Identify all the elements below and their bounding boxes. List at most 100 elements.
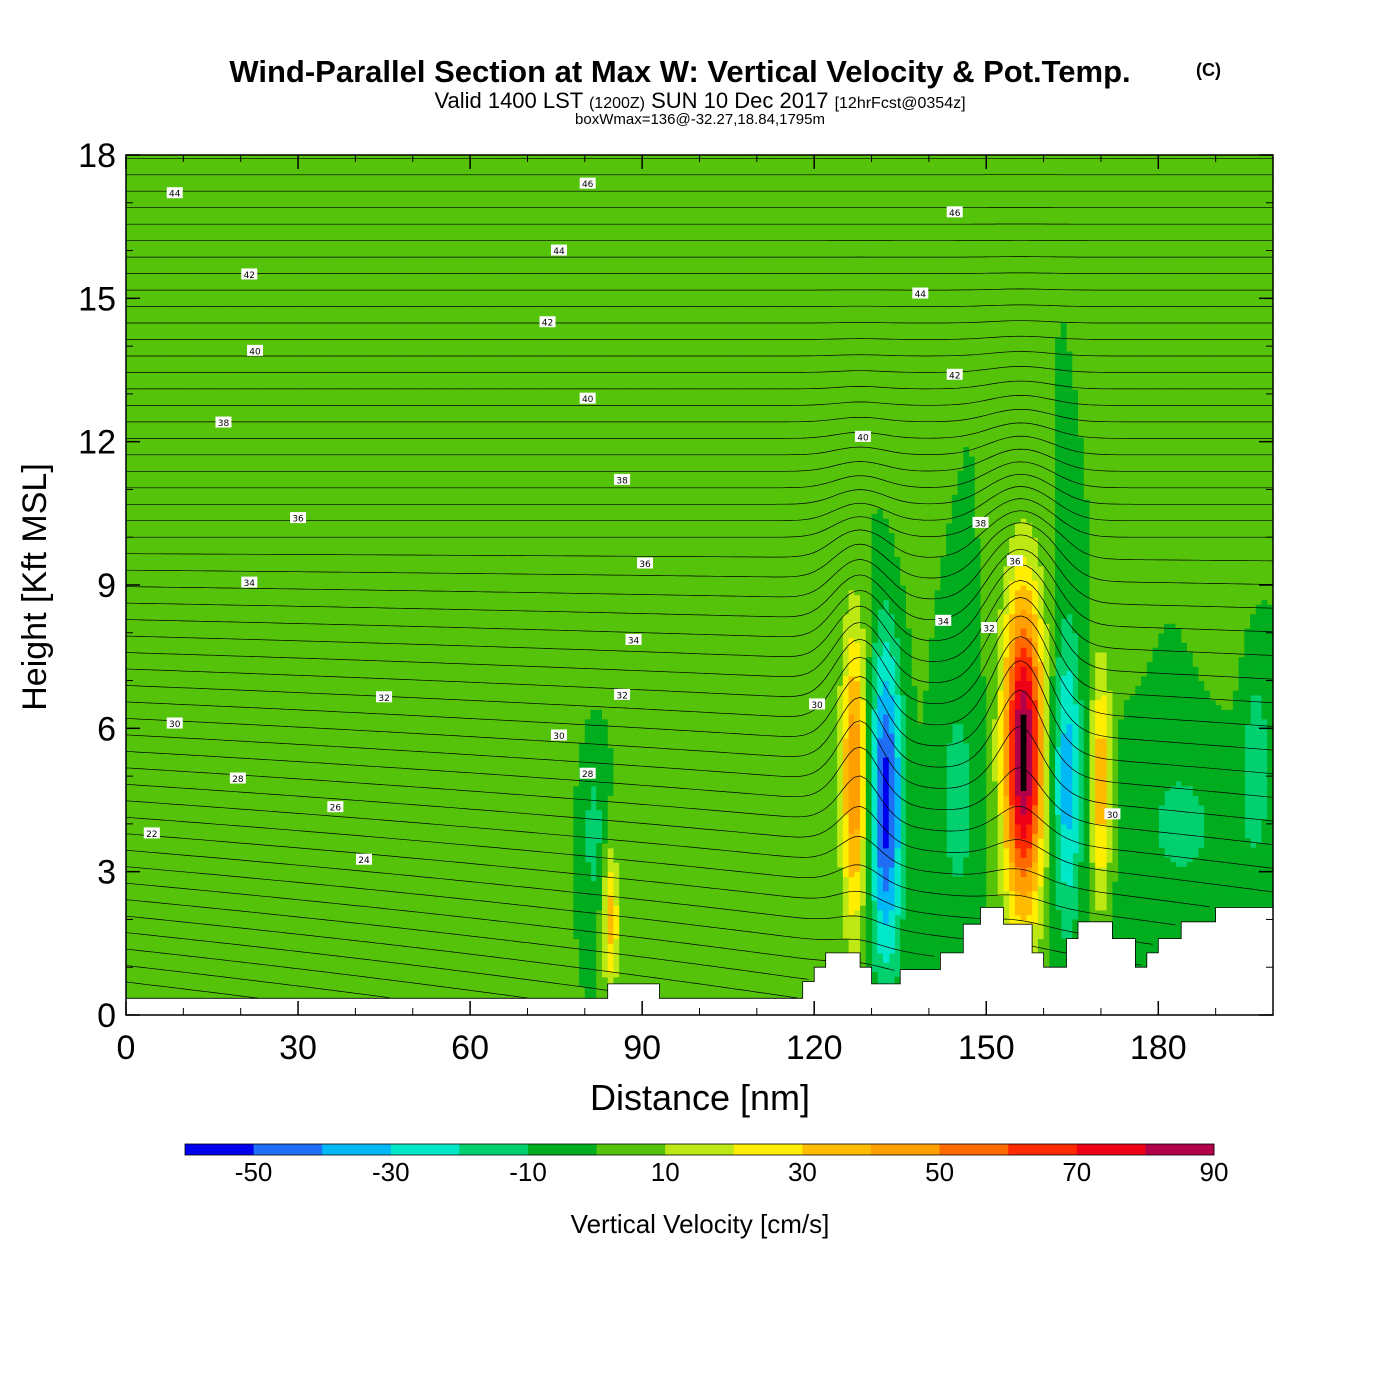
velocity-cell — [218, 547, 224, 552]
velocity-cell — [143, 986, 149, 991]
velocity-cell — [252, 509, 258, 514]
velocity-cell — [160, 303, 166, 308]
velocity-cell — [160, 805, 166, 810]
velocity-cell — [275, 958, 281, 963]
velocity-cell — [212, 208, 218, 213]
velocity-cell — [189, 193, 195, 198]
velocity-cell — [224, 704, 230, 709]
velocity-cell — [218, 394, 224, 399]
velocity-cell — [206, 900, 212, 905]
velocity-cell — [149, 623, 155, 628]
velocity-cell — [189, 246, 195, 251]
velocity-cell — [258, 451, 264, 456]
velocity-cell — [269, 967, 275, 972]
velocity-cell — [132, 862, 138, 867]
velocity-cell — [224, 403, 230, 408]
velocity-cell — [206, 332, 212, 337]
velocity-cell — [183, 967, 189, 972]
velocity-cell — [212, 719, 218, 724]
velocity-cell — [201, 231, 207, 236]
velocity-cell — [264, 408, 270, 413]
velocity-cell — [201, 437, 207, 442]
velocity-cell — [137, 881, 143, 886]
velocity-cell — [275, 537, 281, 542]
velocity-cell — [126, 743, 132, 748]
velocity-cell — [160, 160, 166, 165]
velocity-cell — [143, 728, 149, 733]
velocity-cell — [229, 255, 235, 260]
velocity-cell — [126, 929, 132, 934]
velocity-cell — [195, 523, 201, 528]
velocity-cell — [235, 547, 241, 552]
velocity-cell — [229, 260, 235, 265]
velocity-cell — [189, 781, 195, 786]
velocity-cell — [132, 585, 138, 590]
velocity-cell — [224, 595, 230, 600]
velocity-cell — [241, 709, 247, 714]
velocity-cell — [149, 934, 155, 939]
velocity-cell — [212, 475, 218, 480]
velocity-cell — [126, 762, 132, 767]
velocity-cell — [229, 547, 235, 552]
velocity-cell — [258, 886, 264, 891]
velocity-cell — [201, 351, 207, 356]
velocity-cell — [126, 924, 132, 929]
velocity-cell — [258, 212, 264, 217]
velocity-cell — [235, 284, 241, 289]
velocity-cell — [149, 642, 155, 647]
velocity-cell — [183, 824, 189, 829]
velocity-cell — [166, 585, 172, 590]
velocity-cell — [126, 623, 132, 628]
velocity-cell — [143, 757, 149, 762]
velocity-cell — [275, 251, 281, 256]
velocity-cell — [224, 489, 230, 494]
velocity-cell — [201, 943, 207, 948]
velocity-cell — [281, 800, 287, 805]
velocity-cell — [143, 924, 149, 929]
velocity-cell — [178, 346, 184, 351]
velocity-cell — [201, 284, 207, 289]
velocity-cell — [155, 346, 161, 351]
velocity-cell — [160, 977, 166, 982]
velocity-cell — [166, 628, 172, 633]
velocity-cell — [252, 298, 258, 303]
velocity-cell — [201, 982, 207, 987]
velocity-cell — [206, 599, 212, 604]
velocity-cell — [281, 466, 287, 471]
velocity-cell — [132, 595, 138, 600]
velocity-cell — [201, 800, 207, 805]
velocity-cell — [183, 313, 189, 318]
velocity-cell — [258, 332, 264, 337]
velocity-cell — [269, 537, 275, 542]
velocity-cell — [126, 241, 132, 246]
velocity-cell — [143, 867, 149, 872]
velocity-cell — [172, 327, 178, 332]
velocity-cell — [189, 351, 195, 356]
velocity-cell — [132, 284, 138, 289]
velocity-cell — [206, 781, 212, 786]
velocity-cell — [212, 666, 218, 671]
velocity-cell — [149, 771, 155, 776]
velocity-cell — [281, 733, 287, 738]
velocity-cell — [269, 700, 275, 705]
velocity-cell — [126, 704, 132, 709]
velocity-cell — [149, 590, 155, 595]
velocity-cell — [206, 967, 212, 972]
velocity-cell — [224, 967, 230, 972]
velocity-cell — [137, 485, 143, 490]
velocity-cell — [166, 676, 172, 681]
velocity-cell — [218, 408, 224, 413]
velocity-cell — [166, 786, 172, 791]
velocity-cell — [189, 346, 195, 351]
velocity-cell — [246, 939, 252, 944]
velocity-cell — [201, 485, 207, 490]
velocity-cell — [201, 829, 207, 834]
velocity-cell — [235, 714, 241, 719]
velocity-cell — [281, 561, 287, 566]
velocity-cell — [246, 838, 252, 843]
velocity-cell — [206, 341, 212, 346]
velocity-cell — [178, 403, 184, 408]
velocity-cell — [178, 943, 184, 948]
velocity-cell — [195, 327, 201, 332]
velocity-cell — [212, 986, 218, 991]
